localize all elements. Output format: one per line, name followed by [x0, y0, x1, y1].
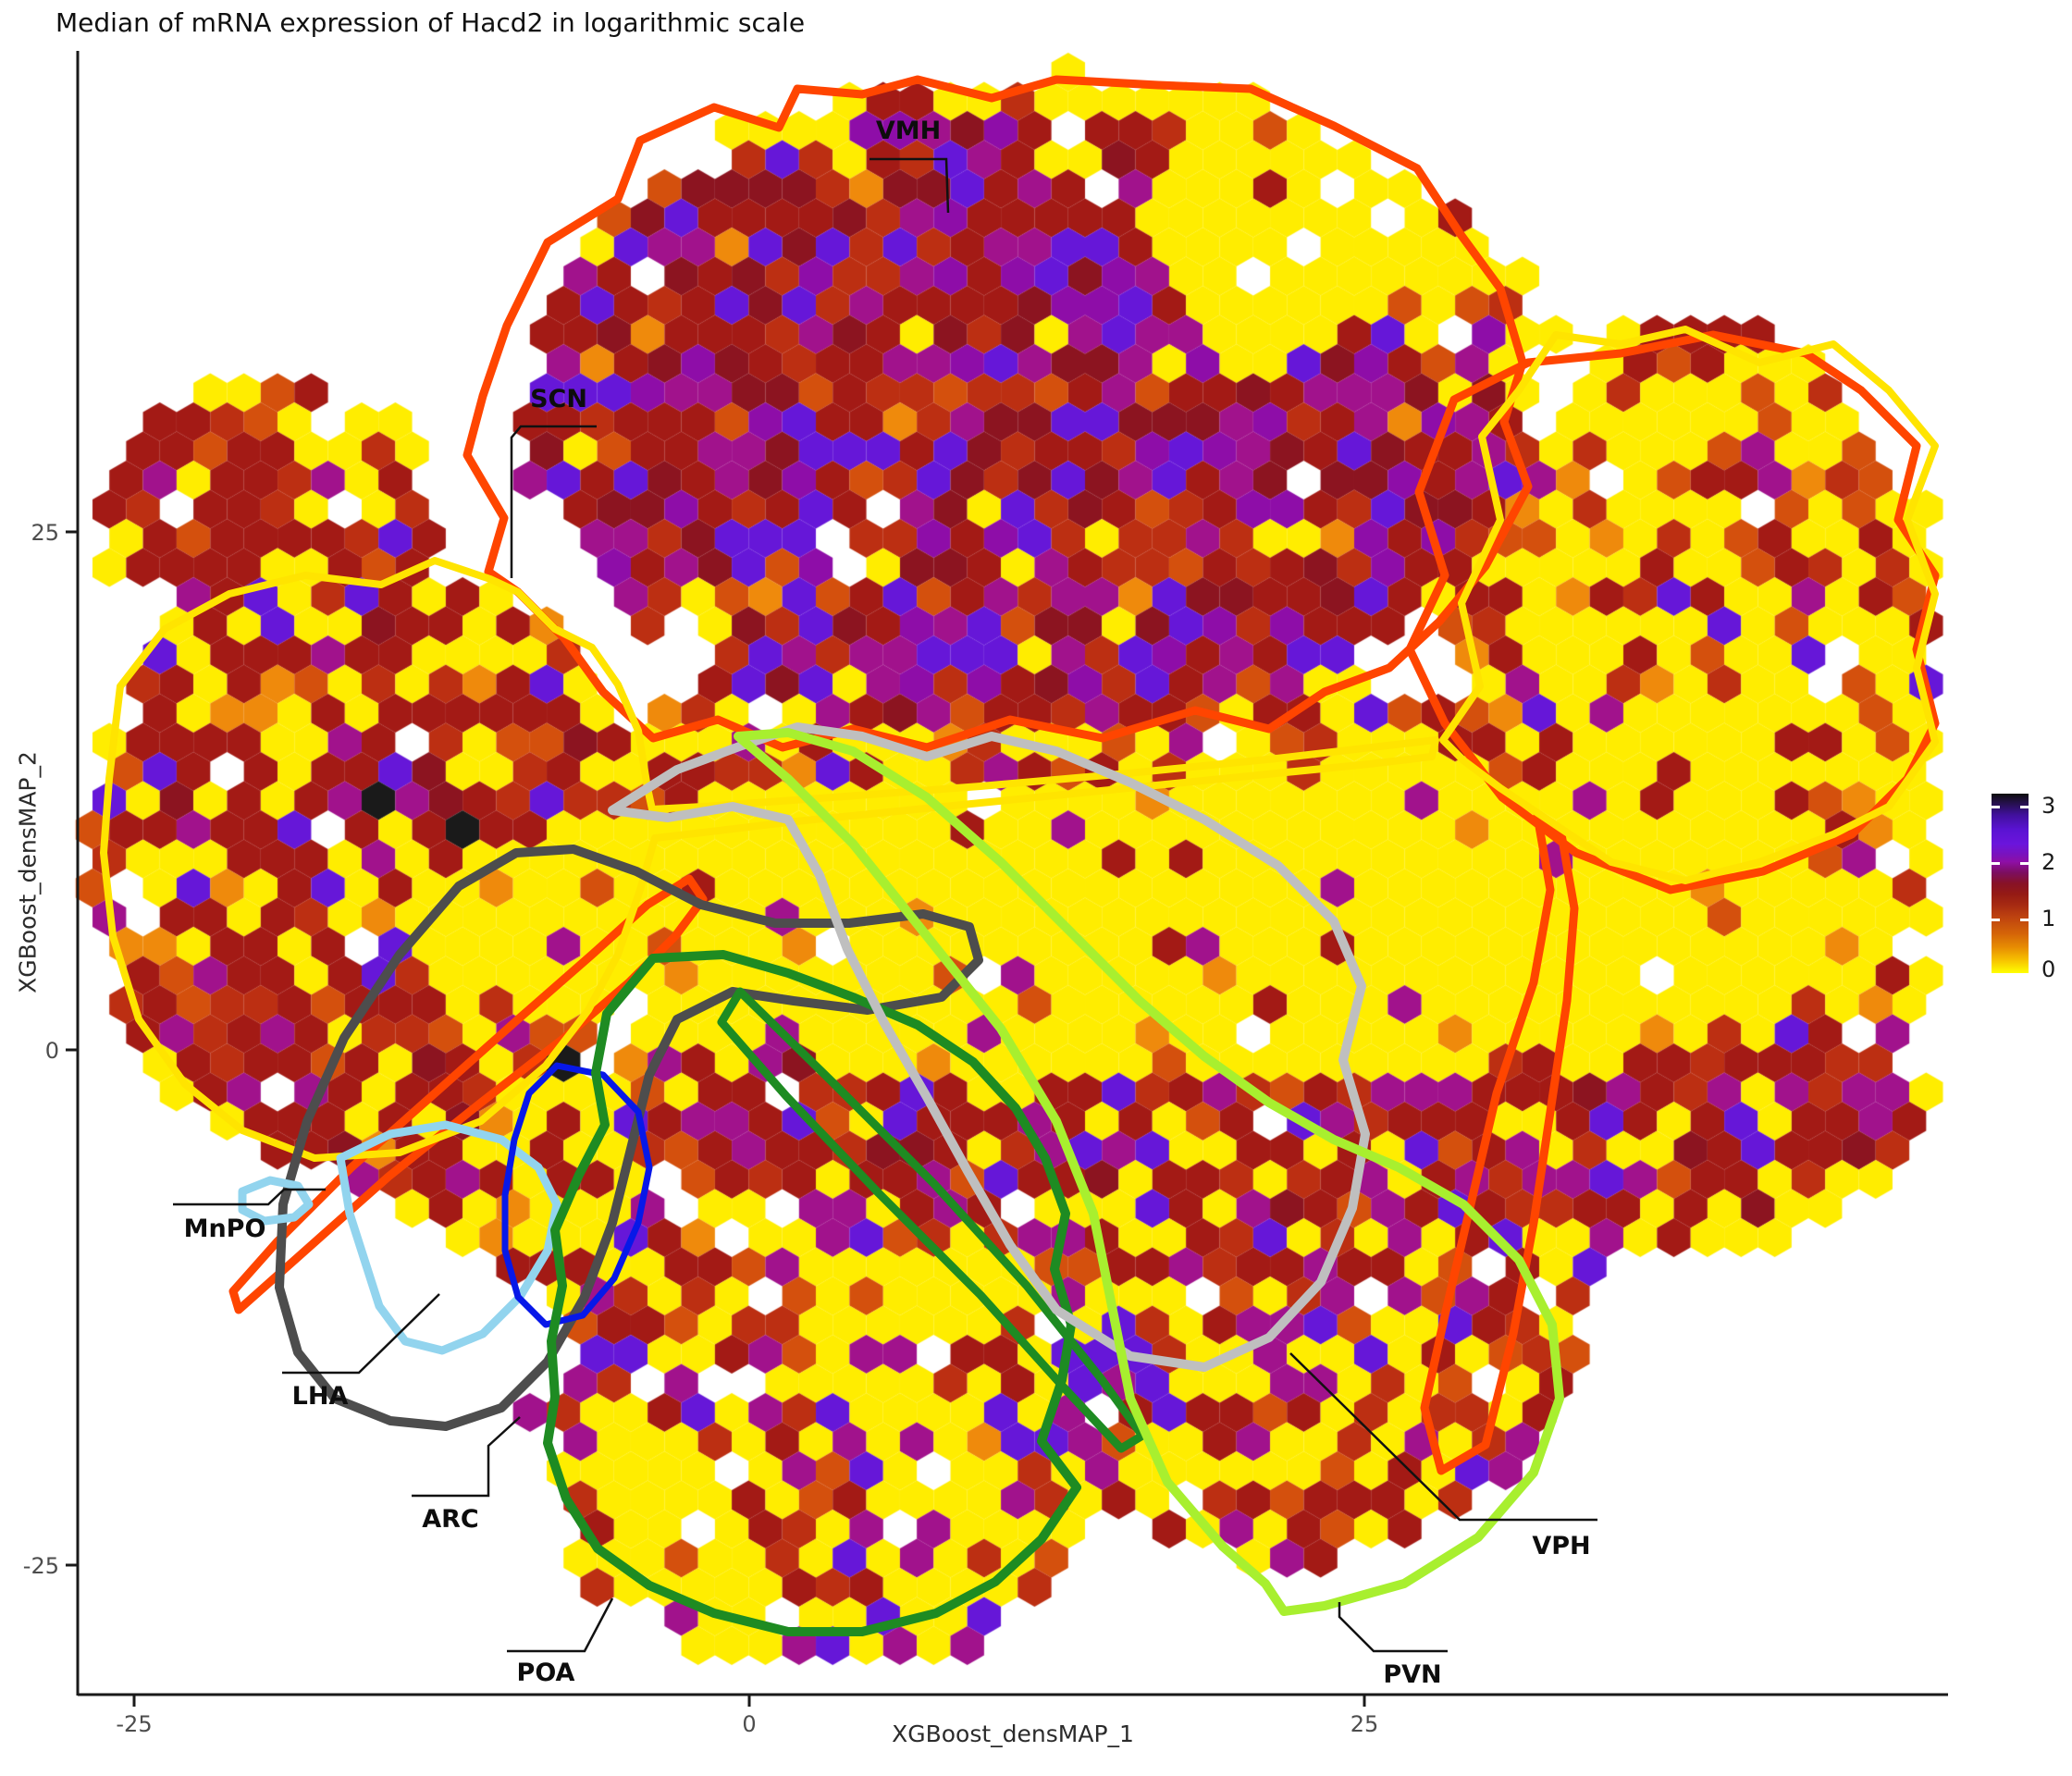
region-label-vmh: VMH [876, 117, 941, 145]
lha-leader-line [282, 1293, 440, 1375]
chart-title: Median of mRNA expression of Hacd2 in lo… [56, 7, 806, 38]
colorbar-tick-dash [2020, 806, 2029, 808]
region-label-vph: VPH [1532, 1532, 1590, 1560]
vmh-top-lobe [462, 75, 1533, 752]
y-tick-label: -25 [23, 1553, 59, 1579]
mnpo-leader-line [173, 1188, 326, 1206]
region-label-poa: POA [517, 1659, 575, 1687]
poa-leader-line [507, 1597, 614, 1653]
colorbar-tick-label: 2 [2041, 849, 2056, 875]
mnpo-outline [336, 1120, 561, 1355]
colorbar-tick-dash [2020, 862, 2029, 865]
colorbar-tick-dash [1992, 862, 2000, 865]
vph-leader-line [1289, 1352, 1597, 1522]
colorbar-tick-label: 0 [2041, 956, 2056, 982]
region-label-arc: ARC [422, 1505, 479, 1534]
colorbar-gradient [1992, 794, 2029, 973]
lha-outline [275, 845, 983, 1431]
vmh-right-lobe [1405, 330, 1940, 894]
x-tick-label: 0 [742, 1711, 756, 1737]
x-tick-label: 25 [1350, 1711, 1379, 1737]
rest-right-lobe [1439, 326, 1939, 884]
region-label-scn: SCN [530, 385, 587, 413]
poa-wedge [717, 987, 1147, 1453]
colorbar-tick-dash [1992, 806, 2000, 808]
region-label-pvn: PVN [1383, 1660, 1441, 1689]
colorbar-tick-dash [2020, 919, 2029, 921]
vmh-spear [228, 874, 708, 1314]
x-axis-label: XGBoost_densMAP_1 [892, 1720, 1134, 1747]
arc-leader-line [412, 1416, 521, 1498]
pvn-outline [734, 728, 1564, 1616]
pvn-leader-line [1338, 1602, 1448, 1653]
mnpo-small-lobe [238, 1176, 314, 1226]
region-label-mnpo: MnPO [184, 1215, 266, 1243]
x-tick-label: -25 [116, 1711, 152, 1737]
vph-outline [608, 722, 1370, 1372]
colorbar-tick-label: 3 [2041, 793, 2056, 819]
vmh-leader-line [870, 157, 950, 214]
scn-leader-line [510, 425, 597, 578]
colorbar-tick-label: 1 [2041, 906, 2056, 931]
region-label-lha: LHA [292, 1382, 349, 1411]
blue-outline [501, 1062, 653, 1328]
vmh-right-arm [1420, 811, 1579, 1475]
rest-left-lobe [100, 557, 1439, 1162]
colorbar-tick-dash [1992, 919, 2000, 921]
poa-outline [543, 950, 1081, 1636]
y-axis-label: XGBoost_densMAP_2 [14, 751, 42, 993]
y-tick-label: 0 [45, 1038, 59, 1064]
y-tick-label: 25 [31, 520, 59, 546]
